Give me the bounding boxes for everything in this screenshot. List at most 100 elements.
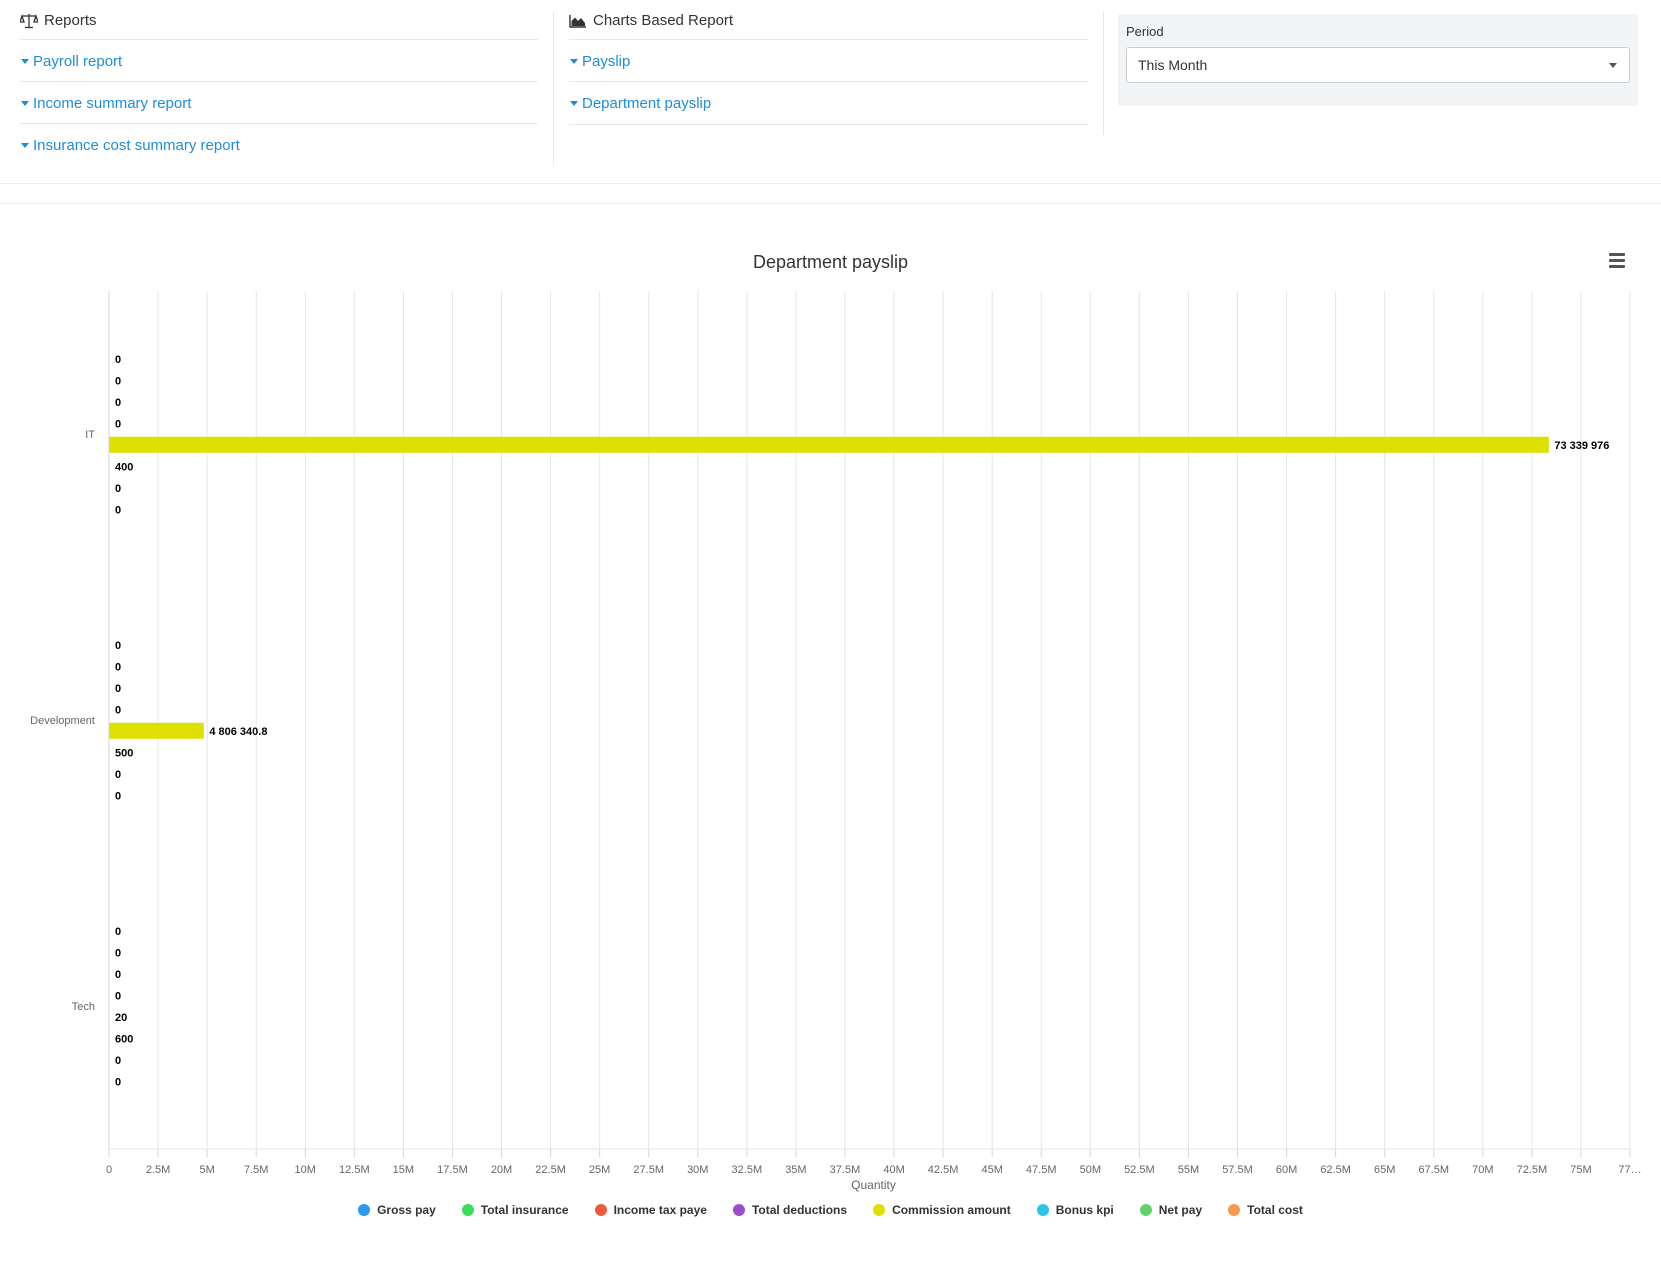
payroll-report-link[interactable]: Payroll report [20, 39, 538, 82]
reports-header: Reports [20, 12, 97, 29]
data-label: 73 339 976 [1554, 440, 1609, 452]
data-label: 0 [115, 990, 121, 1002]
data-label: 0 [115, 790, 121, 802]
legend-label: Total cost [1247, 1203, 1303, 1217]
data-label: 0 [115, 640, 121, 652]
x-tick-label: 75M [1570, 1164, 1591, 1176]
legend-marker [461, 1204, 474, 1216]
data-label: 0 [115, 661, 121, 673]
category-label: Tech [72, 1001, 95, 1013]
legend-label: Total deductions [751, 1203, 848, 1217]
category-label: Development [30, 715, 95, 727]
legend-item[interactable]: Total cost [1228, 1203, 1303, 1217]
category-label: IT [85, 429, 95, 441]
x-tick-label: 45M [981, 1164, 1002, 1176]
data-label: 500 [115, 747, 133, 759]
legend-marker [873, 1204, 886, 1216]
link-label: Insurance cost summary report [33, 136, 240, 154]
legend-item[interactable]: Commission amount [873, 1203, 1011, 1217]
chart-plot: 0 2.5M 5M 7.5M 10M 12.5M 15M 17.5M 20M 22.5M 25M 27… [30, 291, 1642, 1192]
legend-label: Net pay [1158, 1203, 1203, 1217]
data-label: 4 806 340.8 [209, 726, 267, 738]
caret-down-icon [21, 58, 29, 64]
reports-title: Reports [44, 12, 97, 29]
legend-marker [732, 1204, 745, 1216]
legend-item[interactable]: Bonus kpi [1036, 1203, 1114, 1217]
period-select[interactable]: This Month [1126, 47, 1630, 83]
x-tick-label: 0 [106, 1164, 112, 1176]
column-divider [1103, 12, 1104, 135]
legend-item[interactable]: Net pay [1139, 1203, 1203, 1217]
balance-scale-icon [20, 13, 38, 29]
data-label: 0 [115, 418, 121, 430]
x-tick-label: 72.5M [1517, 1164, 1548, 1176]
x-tick-label: 30M [687, 1164, 708, 1176]
x-tick-label: 60M [1276, 1164, 1297, 1176]
period-value: This Month [1138, 57, 1208, 73]
x-tick-label: 5M [199, 1164, 214, 1176]
x-tick-label: 52.5M [1124, 1164, 1155, 1176]
department-payslip-chart: Department payslip 0 2.5M 5M 7.5M 10M 12.5M 15… [0, 205, 1661, 1264]
x-tick-label: 20M [491, 1164, 512, 1176]
legend-item[interactable]: Gross pay [358, 1203, 436, 1217]
legend-label: Bonus kpi [1055, 1203, 1114, 1217]
period-filter: Period This Month [1118, 14, 1638, 106]
data-label: 600 [115, 1033, 133, 1045]
data-label: 0 [115, 683, 121, 695]
x-tick-label: 15M [393, 1164, 414, 1176]
legend-item[interactable]: Total insurance [461, 1203, 569, 1217]
x-tick-label: 42.5M [928, 1164, 959, 1176]
legend-marker [358, 1204, 371, 1216]
period-label: Period [1126, 24, 1164, 39]
chart-menu-icon[interactable] [1607, 250, 1627, 270]
legend-marker [1139, 1204, 1152, 1216]
link-label: Department payslip [582, 94, 712, 112]
x-tick-label: 62.5M [1320, 1164, 1351, 1176]
payslip-link[interactable]: Payslip [569, 39, 1088, 82]
data-label: 0 [115, 375, 121, 387]
caret-down-icon [570, 58, 578, 64]
chart-legend: Gross pay Total insurance Income tax paye T… [0, 1203, 1661, 1217]
data-label: 20 [115, 1012, 127, 1024]
data-label: 400 [115, 461, 133, 473]
legend-label: Income tax paye [613, 1203, 707, 1217]
charts-report-title: Charts Based Report [593, 12, 734, 29]
x-tick-label: 40M [883, 1164, 904, 1176]
x-tick-label: 2.5M [146, 1164, 170, 1176]
x-tick-label: 17.5M [437, 1164, 468, 1176]
x-tick-label: 10M [295, 1164, 316, 1176]
area-chart-icon [569, 14, 587, 28]
legend-item[interactable]: Income tax paye [594, 1203, 707, 1217]
x-tick-label: 50M [1080, 1164, 1101, 1176]
x-tick-label: 57.5M [1222, 1164, 1253, 1176]
bar-commission-amount [109, 722, 204, 739]
department-payslip-link[interactable]: Department payslip [569, 81, 1088, 125]
legend-item[interactable]: Total deductions [732, 1203, 848, 1217]
bar-commission-amount [109, 436, 1549, 453]
x-tick-label: 32.5M [732, 1164, 763, 1176]
x-tick-label: 77… [1618, 1164, 1641, 1176]
income-summary-report-link[interactable]: Income summary report [20, 81, 538, 124]
link-label: Payslip [582, 52, 631, 70]
x-tick-label: 7.5M [244, 1164, 268, 1176]
legend-marker [1036, 1204, 1049, 1216]
x-axis-title: Quantity [851, 1178, 896, 1192]
x-tick-label: 55M [1178, 1164, 1199, 1176]
x-tick-label: 47.5M [1026, 1164, 1057, 1176]
link-label: Income summary report [33, 94, 192, 112]
caret-down-icon [21, 100, 29, 106]
data-label: 0 [115, 769, 121, 781]
data-label: 0 [115, 504, 121, 516]
legend-marker [594, 1204, 607, 1216]
charts-report-header: Charts Based Report [569, 12, 733, 29]
x-tick-label: 27.5M [633, 1164, 664, 1176]
caret-down-icon [21, 142, 29, 148]
insurance-cost-summary-report-link[interactable]: Insurance cost summary report [20, 123, 538, 166]
data-label: 0 [115, 397, 121, 409]
x-tick-label: 67.5M [1418, 1164, 1449, 1176]
legend-marker [1228, 1204, 1241, 1216]
chevron-down-icon [1609, 63, 1617, 68]
legend-label: Commission amount [892, 1203, 1011, 1217]
data-label: 0 [115, 704, 121, 716]
caret-down-icon [570, 100, 578, 106]
